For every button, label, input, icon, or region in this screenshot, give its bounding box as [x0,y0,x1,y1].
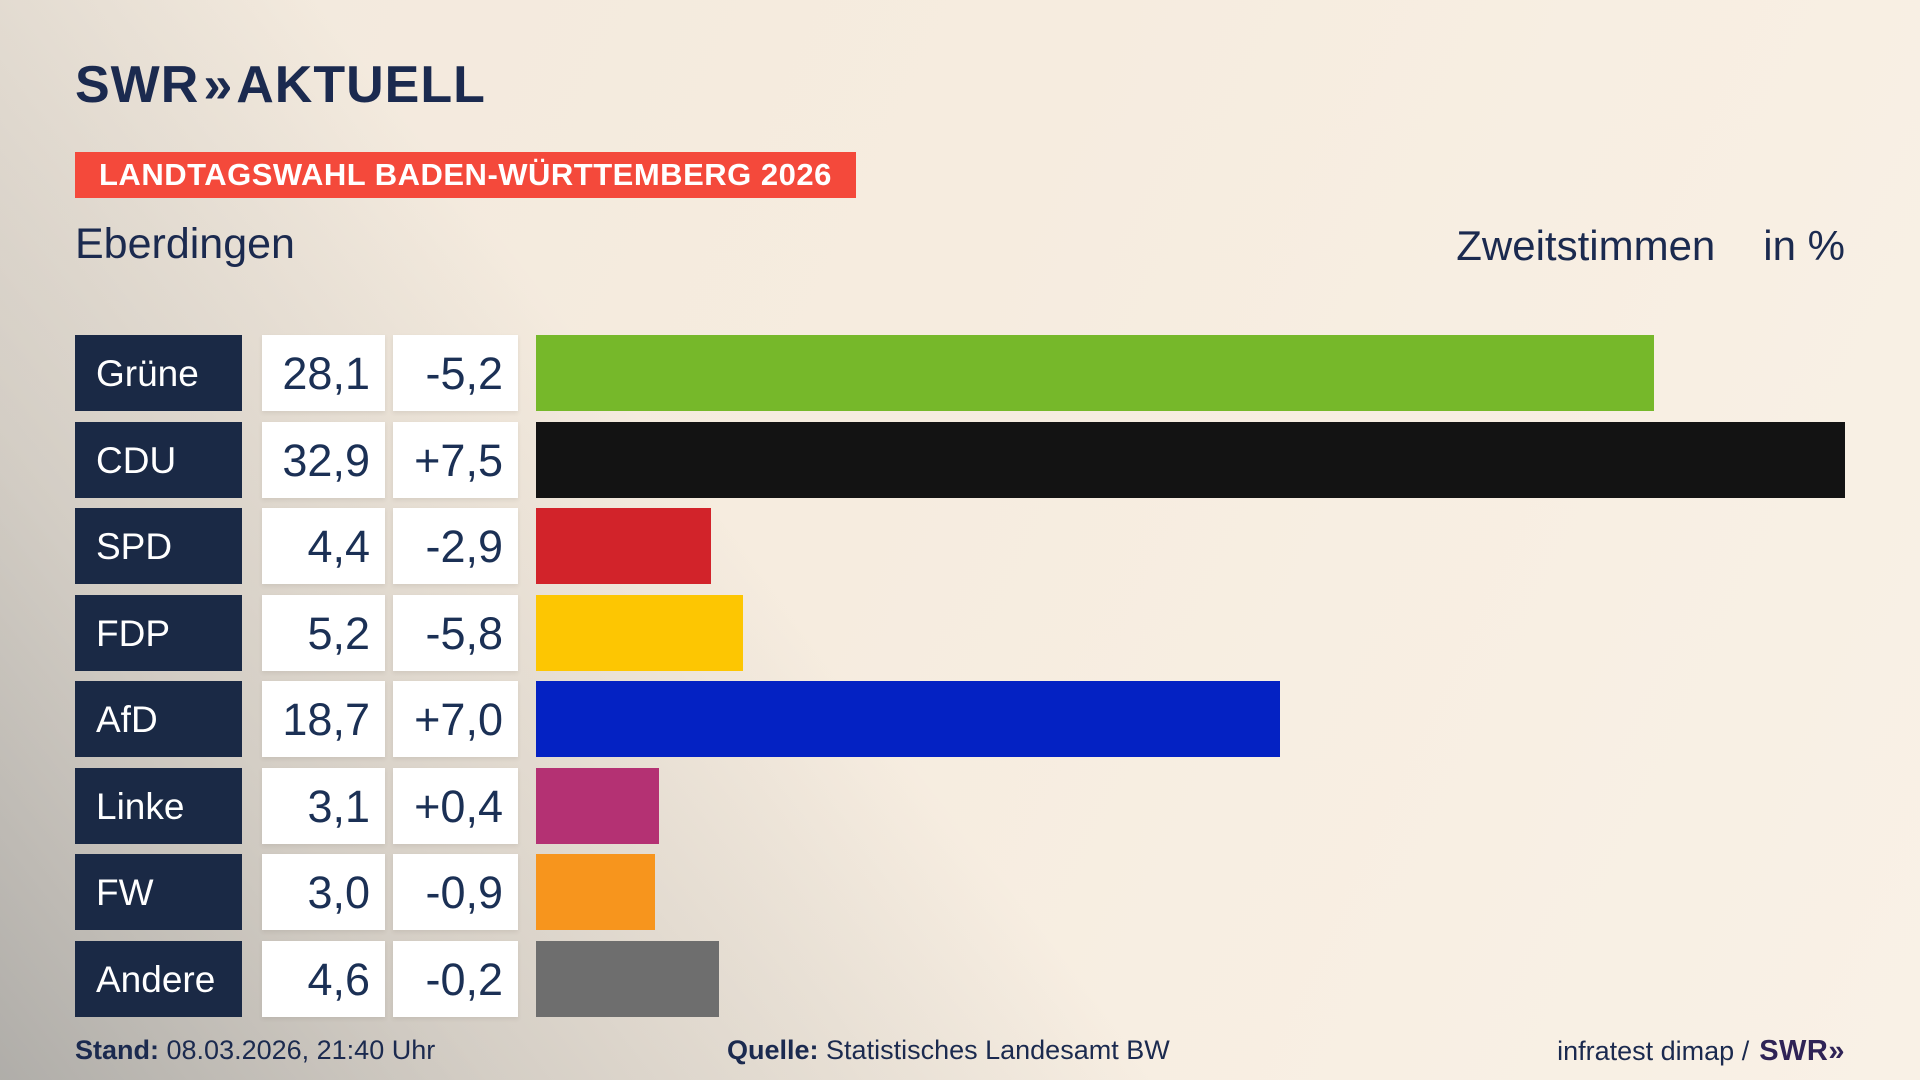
change-cell: +0,4 [393,767,518,844]
party-label: FDP [75,594,242,671]
swr-footer-logo: SWR» [1759,1035,1845,1067]
party-label: AfD [75,681,242,757]
metric-unit: in % [1763,222,1845,269]
table-row: CDU 32,9 +7,5 [75,421,1845,498]
metric-label: Zweitstimmen [1456,222,1716,269]
source-credit: Quelle: Statistisches Landesamt BW [727,1035,1170,1066]
table-row: AfD 18,7 +7,0 [75,681,1845,757]
quelle-label: Quelle: [727,1035,819,1065]
logo-suffix: AKTUELL [236,56,486,114]
value-cell: 28,1 [262,335,385,411]
swr-aktuell-logo: SWR» AKTUELL [75,55,486,115]
party-label: CDU [75,421,242,498]
logo-brand: SWR [75,56,200,114]
value-cell: 3,0 [262,854,385,930]
change-cell: -5,2 [393,335,518,411]
stand-label: Stand: [75,1035,159,1065]
result-bar [536,854,655,930]
value-cell: 18,7 [262,681,385,757]
change-cell: -0,2 [393,940,518,1017]
election-banner: LANDTAGSWAHL BADEN-WÜRTTEMBERG 2026 [75,152,856,198]
result-bar [536,681,1280,757]
value-cell: 3,1 [262,767,385,844]
party-label: FW [75,854,242,930]
change-cell: -0,9 [393,854,518,930]
change-cell: -2,9 [393,508,518,584]
metric-title: Zweitstimmen in % [1456,222,1845,270]
double-chevron-icon: » [203,56,232,114]
table-row: Grüne 28,1 -5,2 [75,335,1845,411]
results-table: Grüne 28,1 -5,2 CDU 32,9 +7,5 SPD 4,4 -2… [75,335,1845,1017]
party-label: Andere [75,940,242,1017]
result-bar [536,594,743,671]
table-row: FW 3,0 -0,9 [75,854,1845,930]
value-cell: 5,2 [262,594,385,671]
table-row: Linke 3,1 +0,4 [75,767,1845,844]
value-cell: 32,9 [262,421,385,498]
result-bar [536,940,719,1017]
change-cell: -5,8 [393,594,518,671]
credit-text: infratest dimap / [1557,1036,1750,1066]
result-bar [536,335,1654,411]
party-label: Grüne [75,335,242,411]
municipality-title: Eberdingen [75,220,295,268]
quelle-value: Statistisches Landesamt BW [826,1035,1170,1065]
change-cell: +7,5 [393,421,518,498]
agency-credit: infratest dimap / SWR» [1557,1035,1845,1068]
party-label: Linke [75,767,242,844]
table-row: FDP 5,2 -5,8 [75,594,1845,671]
result-bar [536,421,1845,498]
result-bar [536,508,711,584]
table-row: SPD 4,4 -2,9 [75,508,1845,584]
change-cell: +7,0 [393,681,518,757]
value-cell: 4,4 [262,508,385,584]
value-cell: 4,6 [262,940,385,1017]
status-timestamp: Stand: 08.03.2026, 21:40 Uhr [75,1035,435,1066]
stand-value: 08.03.2026, 21:40 Uhr [166,1035,436,1065]
party-label: SPD [75,508,242,584]
table-row: Andere 4,6 -0,2 [75,940,1845,1017]
result-bar [536,767,659,844]
